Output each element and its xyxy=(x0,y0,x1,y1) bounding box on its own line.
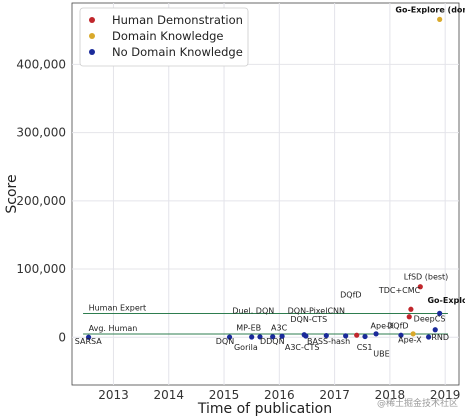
x-tick-label-2019: 2019 xyxy=(430,388,461,402)
legend-label-domain-knowledge: Domain Knowledge xyxy=(112,29,224,43)
annotation-lfsd-best-1: LfSD (best) xyxy=(404,272,449,281)
y-tick-label-200-000: 200,000 xyxy=(16,194,66,208)
point-no-domain-knowledge-3 xyxy=(257,334,263,340)
point-human-demonstration-2 xyxy=(408,306,414,312)
y-tick-label-300-000: 300,000 xyxy=(16,126,66,140)
annotation-cs1-23: CS1 xyxy=(357,343,373,352)
annotation-bass-hash-22: BASS-hash xyxy=(307,337,350,346)
annotation-dqn-18: DQN xyxy=(216,337,234,346)
watermark: @稀土掘金技术社区 xyxy=(377,397,458,409)
annotation-sarsa-12: SARSA xyxy=(75,337,102,346)
tick-labels: 2013 2014 2015 2016 2017 2018 2019 0 100,000 200,… xyxy=(16,57,460,402)
point-no-domain-knowledge-4 xyxy=(270,334,276,340)
y-tick-label-0: 0 xyxy=(58,330,66,344)
point-no-domain-knowledge-7 xyxy=(303,333,309,339)
legend-marker-no-domain-knowledge xyxy=(89,49,95,55)
x-tick-label-2013: 2013 xyxy=(98,388,129,402)
reference-lines xyxy=(83,312,448,335)
annotation-dqfd-3: DQfD xyxy=(340,291,361,300)
point-human-demonstration-3 xyxy=(417,284,423,290)
point-no-domain-knowledge-2 xyxy=(249,334,255,340)
legend: Human Demonstration Domain Knowledge No … xyxy=(79,7,249,67)
point-no-domain-knowledge-14 xyxy=(432,327,438,333)
annotation-ape-x-8: Ape-X xyxy=(398,336,422,345)
x-tick-label-2017: 2017 xyxy=(319,388,350,402)
y-tick-label-400-000: 400,000 xyxy=(16,57,66,71)
point-no-domain-knowledge-9 xyxy=(343,333,349,339)
y-tick-label-100-000: 100,000 xyxy=(16,262,66,276)
x-tick-label-2015: 2015 xyxy=(209,388,240,402)
y-axis-title: Score xyxy=(4,174,20,213)
point-no-domain-knowledge-5 xyxy=(279,333,285,339)
annotation-deepcs-5: DeepCS xyxy=(414,315,446,324)
annotation-dqfd-6: DQfD xyxy=(387,321,408,330)
point-no-domain-knowledge-13 xyxy=(425,334,432,340)
annotation-dqn-pixelcnn-14: DQN-PixelCNN xyxy=(288,306,345,315)
annotation-go-explore-4: Go-Explore xyxy=(427,296,465,305)
legend-label-no-domain-knowledge: No Domain Knowledge xyxy=(112,45,243,59)
annotation-tdc-cmc-2: TDC+CMC xyxy=(378,286,421,295)
point-domain-knowledge-1 xyxy=(437,16,443,22)
point-no-domain-knowledge-15 xyxy=(437,310,443,316)
legend-marker-human-demonstration xyxy=(89,17,95,23)
annotation-ddqn-20: DDQN xyxy=(260,337,285,346)
point-no-domain-knowledge-1 xyxy=(226,334,233,340)
annotation-dqn-cts-15: DQN-CTS xyxy=(290,315,327,324)
point-no-domain-knowledge-0 xyxy=(85,334,92,340)
point-domain-knowledge-0 xyxy=(410,331,416,337)
grid xyxy=(72,3,459,385)
annotation-ube-24: UBE xyxy=(373,349,389,358)
annotations: Go-Explore (domain knowledge) LfSD (best)… xyxy=(75,6,465,359)
point-no-domain-knowledge-12 xyxy=(398,332,404,338)
point-no-domain-knowledge-11 xyxy=(373,331,379,337)
annotation-avg-human-11: Avg. Human xyxy=(89,324,138,333)
legend-box xyxy=(79,7,249,67)
x-tick-label-2014: 2014 xyxy=(153,388,184,402)
x-axis-title: Time of publication xyxy=(197,401,332,417)
annotation-duel-dqn-13: Duel. DQN xyxy=(232,307,274,316)
point-no-domain-knowledge-10 xyxy=(362,333,368,340)
point-human-demonstration-0 xyxy=(354,332,360,338)
annotation-go-explore-domain-knowledge-0: Go-Explore (domain knowledge) xyxy=(395,6,465,15)
annotation-mp-eb-16: MP-EB xyxy=(236,323,261,332)
point-human-demonstration-1 xyxy=(406,314,412,320)
annotation-ape-x-7: Ape-X xyxy=(371,321,395,330)
annotation-a3c-cts-21: A3C-CTS xyxy=(285,343,320,352)
annotation-human-expert-10: Human Expert xyxy=(89,304,147,313)
annotation-gorila-19: Gorila xyxy=(234,343,258,352)
legend-marker-domain-knowledge xyxy=(89,33,95,39)
legend-label-human-demonstration: Human Demonstration xyxy=(112,13,243,27)
annotation-a3c-17: A3C xyxy=(271,323,288,332)
point-no-domain-knowledge-8 xyxy=(323,332,329,339)
x-tick-label-2016: 2016 xyxy=(264,388,295,402)
data-points xyxy=(85,16,443,340)
x-tick-label-2018: 2018 xyxy=(375,388,406,402)
annotation-rnd-9: RND xyxy=(431,333,449,342)
plot-background xyxy=(71,2,460,386)
